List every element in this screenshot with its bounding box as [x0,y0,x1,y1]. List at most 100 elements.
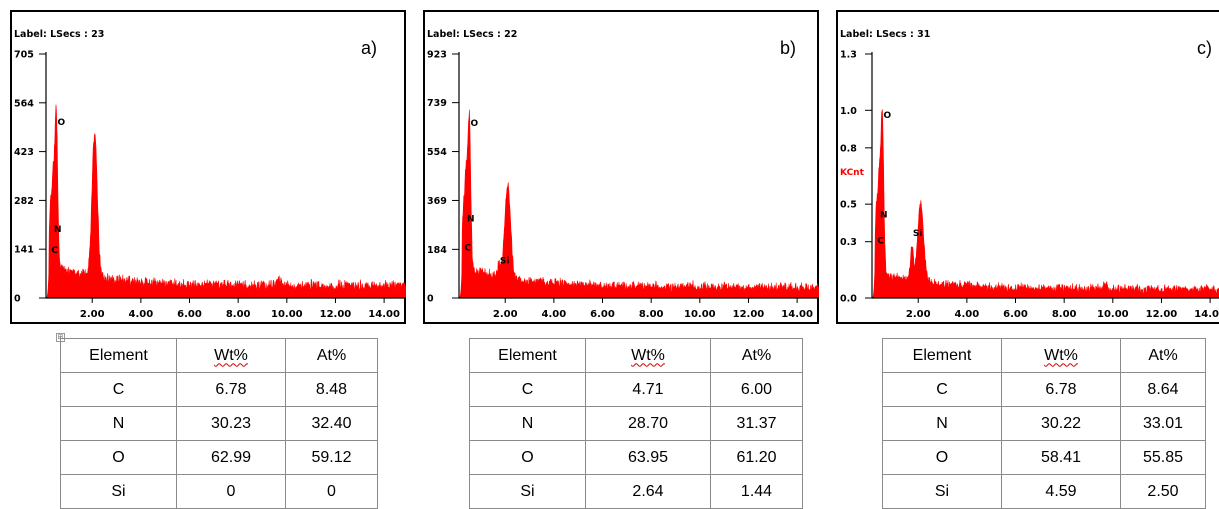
table-row: O 63.95 61.20 [469,440,803,475]
y-tick-label: 0.0 [840,294,857,305]
eds-spectrum-c: Label: LSecs : 31 c) 1.3 1.0 0.8 0.5 0.3 0.0 2… [836,10,1219,324]
y-tick-label: 554 [427,147,447,158]
spectrum-group: 705 564 423 282 141 0 2.00 4.00 6.00 8.00 10.00 12.… [14,50,406,320]
eds-spectrum-panel-c: Label: LSecs : 31 c) 1.3 1.0 0.8 0.5 0.3 0.0 2… [836,10,1219,324]
table-row: C 6.78 8.48 [60,372,378,407]
y-tick-label: 423 [14,147,34,158]
table-header-row: Element Wt% At% [882,338,1206,373]
cell-at: 8.48 [285,372,378,407]
cell-element: Si [882,474,1002,509]
x-tick-label: 14.00 [781,309,813,320]
x-tick-label: 14.00 [1194,309,1219,320]
spectrum-area [458,109,819,299]
x-tick-label: 6.00 [177,309,202,320]
table-row: C 6.78 8.64 [882,372,1206,407]
eds-spectrum-panel-a: Label: LSecs : 23 a) 705 564 423 282 141 0 2.0… [10,10,406,324]
cell-wt: 62.99 [176,440,286,475]
x-tick-label: 2.00 [906,309,931,320]
y-tick-label: 282 [14,196,34,207]
eds-spectrum-panel-b: Label: LSecs : 22 b) 923 739 554 369 184 0 2.0… [423,10,819,324]
cell-wt: 28.70 [585,406,711,441]
table-row: Si 0 0 [60,474,378,509]
header-wt: Wt% [176,338,286,373]
table-row: N 30.22 33.01 [882,406,1206,441]
x-tick-label: 4.00 [129,309,154,320]
spectrum-header: Label: LSecs : 23 [14,29,104,40]
cell-element: N [469,406,586,441]
y-tick-label: 0.3 [840,237,857,248]
cell-element: O [469,440,586,475]
table-row: Si 2.64 1.44 [469,474,803,509]
cell-wt: 4.59 [1001,474,1121,509]
y-tick-label: 1.3 [840,50,857,61]
y-tick-label: 705 [14,50,34,61]
cell-element: O [60,440,177,475]
x-tick-label: 8.00 [1052,309,1077,320]
x-tick-label: 2.00 [493,309,518,320]
y-tick-label: 0 [427,294,434,305]
cell-wt: 4.71 [585,372,711,407]
table-row: C 4.71 6.00 [469,372,803,407]
spectrum-group: 1.3 1.0 0.8 0.5 0.3 0.0 2.00 4.00 6.00 8.00 10.00 1… [840,50,1219,320]
y-unit-label: KCnt [840,168,865,178]
x-tick-label: 8.00 [639,309,664,320]
peak-label-o: O [883,111,891,121]
x-tick-label: 12.00 [733,309,765,320]
peak-label-n: N [880,210,888,220]
cell-element: N [882,406,1002,441]
x-tick-label: 6.00 [1003,309,1028,320]
cell-at: 55.85 [1120,440,1206,475]
y-tick-label: 923 [427,50,447,61]
table-header-row: Element Wt% At% [60,338,378,373]
spectrum-header: Label: LSecs : 22 [427,29,517,40]
panel-label: c) [1197,38,1212,58]
spectrum-group: 923 739 554 369 184 0 2.00 4.00 6.00 8.00 10.00 12.… [427,50,819,320]
y-tick-label: 184 [427,245,447,256]
y-tick-label: 0.5 [840,200,857,211]
header-at: At% [285,338,378,373]
peak-label-o: O [470,119,478,129]
y-tick-label: 1.0 [840,106,857,117]
x-tick-label: 10.00 [271,309,303,320]
x-tick-label: 10.00 [684,309,716,320]
cell-at: 33.01 [1120,406,1206,441]
y-tick-label: 0 [14,294,21,305]
cell-element: Si [60,474,177,509]
cell-at: 59.12 [285,440,378,475]
spectrum-header: Label: LSecs : 31 [840,29,930,40]
y-tick-label: 564 [14,98,34,109]
y-tick-label: 141 [14,245,34,256]
header-wt: Wt% [585,338,711,373]
cell-at: 0 [285,474,378,509]
peak-label-c: C [464,243,471,253]
table-row: O 58.41 55.85 [882,440,1206,475]
x-tick-label: 8.00 [226,309,251,320]
y-tick-label: 369 [427,196,447,207]
peak-label-si: Si [913,229,923,239]
peak-label-o: O [57,118,65,128]
cell-wt: 63.95 [585,440,711,475]
peak-label-n: N [54,225,62,235]
x-tick-label: 2.00 [80,309,105,320]
cell-element: C [882,372,1002,407]
eds-spectrum-a: Label: LSecs : 23 a) 705 564 423 282 141 0 2.0… [10,10,406,324]
header-wt-text: Wt% [1044,346,1078,364]
table-row: O 62.99 59.12 [60,440,378,475]
cell-wt: 30.23 [176,406,286,441]
cell-element: O [882,440,1002,475]
cell-element: C [60,372,177,407]
x-tick-label: 4.00 [542,309,567,320]
x-tick-label: 4.00 [955,309,980,320]
cell-element: Si [469,474,586,509]
cell-at: 61.20 [710,440,803,475]
header-wt: Wt% [1001,338,1121,373]
header-wt-text: Wt% [214,346,248,364]
cell-element: C [469,372,586,407]
x-tick-label: 14.00 [368,309,400,320]
cell-at: 31.37 [710,406,803,441]
cell-at: 32.40 [285,406,378,441]
peak-label-si: Si [500,257,510,267]
x-tick-label: 6.00 [590,309,615,320]
